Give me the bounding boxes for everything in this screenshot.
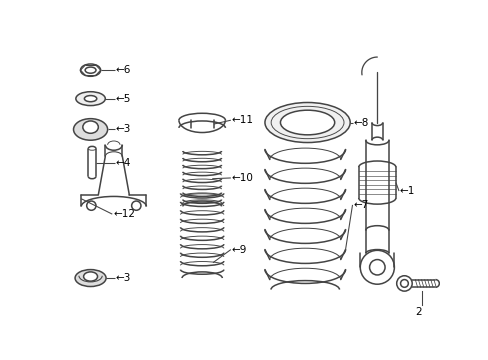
Ellipse shape xyxy=(76,92,105,105)
Text: 2: 2 xyxy=(414,307,421,317)
Text: ←9: ←9 xyxy=(231,244,246,255)
Ellipse shape xyxy=(85,67,96,73)
Ellipse shape xyxy=(264,103,349,143)
Text: ←12: ←12 xyxy=(113,209,135,219)
Circle shape xyxy=(400,280,407,287)
Text: ←7: ←7 xyxy=(352,200,368,210)
Text: ←10: ←10 xyxy=(231,173,253,183)
Text: ←8: ←8 xyxy=(352,117,368,127)
Circle shape xyxy=(86,201,96,210)
Circle shape xyxy=(369,260,384,275)
Ellipse shape xyxy=(280,110,334,135)
Circle shape xyxy=(131,201,141,210)
Circle shape xyxy=(360,250,393,284)
Circle shape xyxy=(396,276,411,291)
Ellipse shape xyxy=(83,272,97,281)
Ellipse shape xyxy=(75,270,106,287)
Text: ←3: ←3 xyxy=(115,125,130,134)
Ellipse shape xyxy=(84,95,97,102)
Text: ←5: ←5 xyxy=(115,94,130,104)
Text: ←6: ←6 xyxy=(115,65,130,75)
Ellipse shape xyxy=(81,64,101,76)
Text: ←1: ←1 xyxy=(399,186,414,196)
Text: ←4: ←4 xyxy=(115,158,130,167)
Ellipse shape xyxy=(82,121,98,133)
Ellipse shape xyxy=(73,119,107,140)
Text: ←11: ←11 xyxy=(231,115,253,125)
Text: ←3: ←3 xyxy=(115,273,130,283)
